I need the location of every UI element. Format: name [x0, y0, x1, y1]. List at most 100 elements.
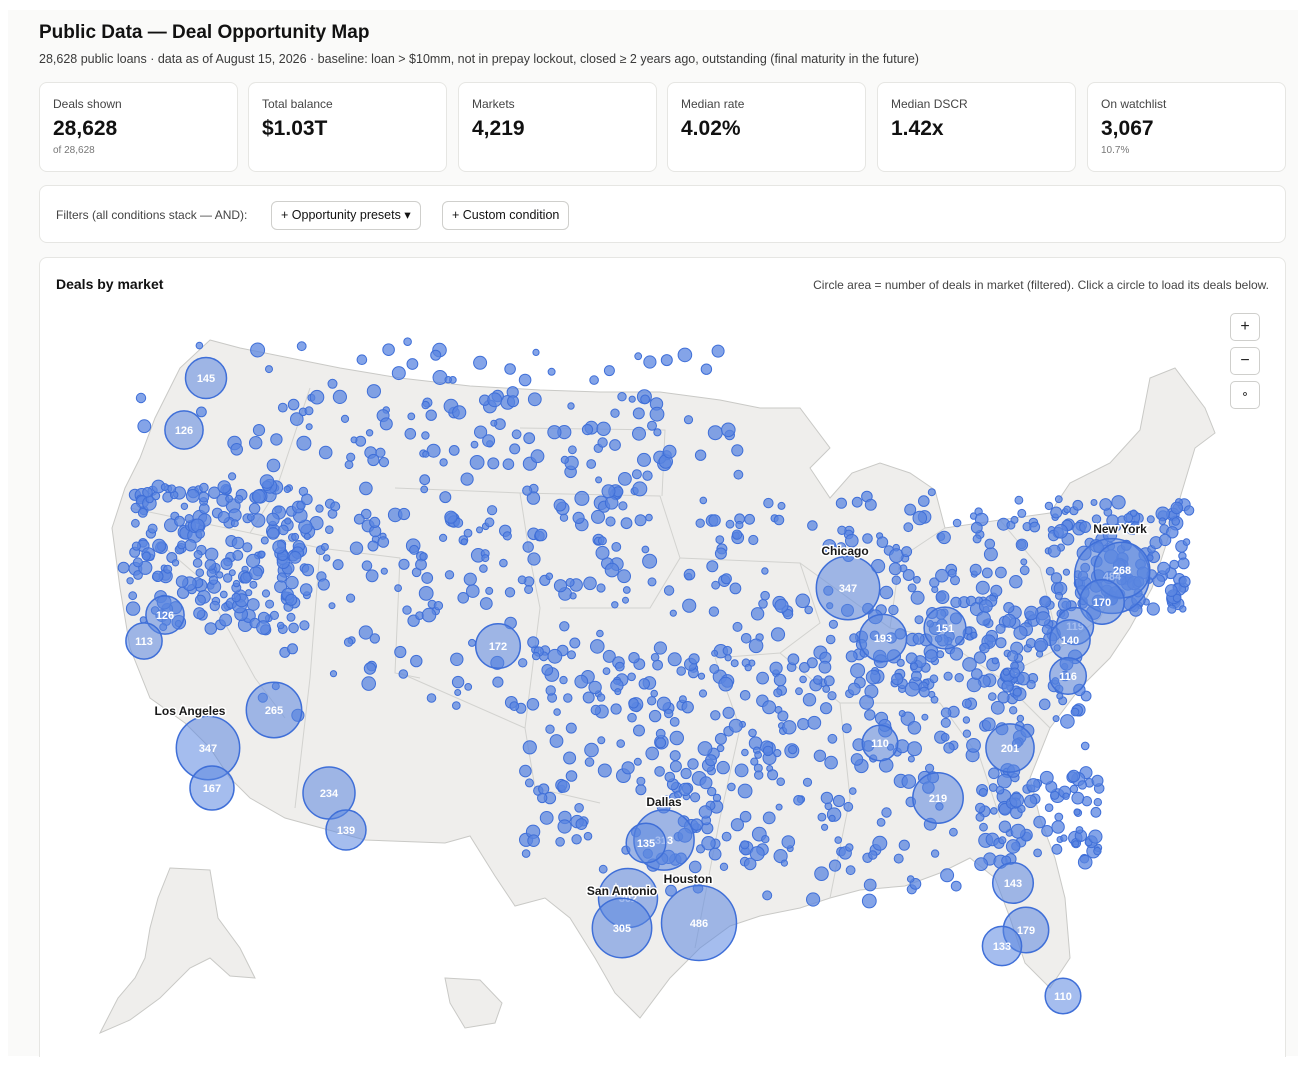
market-dot[interactable] [940, 707, 952, 719]
market-dot[interactable] [1039, 770, 1054, 785]
market-dot[interactable] [761, 567, 769, 575]
market-dot[interactable] [705, 754, 717, 767]
market-dot[interactable] [628, 697, 639, 709]
market-dot[interactable] [205, 547, 219, 561]
market-dot[interactable] [773, 673, 787, 687]
market-dot[interactable] [184, 539, 197, 552]
market-dot[interactable] [356, 354, 368, 365]
market-dot[interactable] [614, 688, 622, 696]
market-bubble[interactable] [923, 606, 967, 650]
market-dot[interactable] [193, 550, 203, 559]
market-dot[interactable] [216, 571, 224, 579]
market-dot[interactable] [1053, 524, 1069, 539]
market-dot[interactable] [929, 577, 940, 588]
market-dot[interactable] [1009, 792, 1024, 808]
market-dot[interactable] [1158, 533, 1172, 547]
market-dot[interactable] [1016, 714, 1025, 723]
market-dot[interactable] [305, 423, 313, 431]
market-dot[interactable] [518, 373, 532, 387]
market-dot[interactable] [760, 590, 770, 601]
market-bubble[interactable] [164, 410, 204, 450]
market-dot[interactable] [527, 834, 540, 848]
market-dot[interactable] [266, 512, 280, 526]
market-dot[interactable] [730, 659, 739, 668]
market-dot[interactable] [807, 715, 822, 730]
market-dot[interactable] [261, 589, 271, 598]
market-dot[interactable] [788, 745, 798, 755]
market-dot[interactable] [589, 375, 599, 385]
market-dot[interactable] [217, 480, 231, 494]
market-dot[interactable] [1099, 498, 1112, 511]
market-dot[interactable] [770, 627, 786, 642]
market-dot[interactable] [325, 525, 334, 535]
market-dot[interactable] [444, 570, 455, 580]
market-dot[interactable] [380, 567, 388, 575]
market-dot[interactable] [1080, 741, 1090, 751]
market-dot[interactable] [863, 878, 877, 892]
market-dot[interactable] [133, 570, 143, 580]
market-dot[interactable] [1050, 572, 1063, 584]
market-bubble[interactable] [474, 622, 522, 670]
market-dot[interactable] [602, 649, 616, 663]
market-dot[interactable] [344, 460, 354, 470]
market-dot[interactable] [1177, 557, 1190, 570]
market-dot[interactable] [797, 718, 810, 731]
market-dot[interactable] [611, 601, 619, 609]
market-dot[interactable] [748, 728, 757, 738]
market-dot[interactable] [774, 598, 789, 613]
market-dot[interactable] [966, 677, 982, 693]
market-dot[interactable] [1100, 523, 1111, 534]
market-bubble[interactable] [591, 897, 653, 959]
market-dot[interactable] [700, 363, 713, 375]
market-dot[interactable] [647, 420, 657, 431]
market-dot[interactable] [527, 636, 540, 649]
market-dot[interactable] [632, 481, 648, 497]
market-dot[interactable] [1010, 515, 1019, 524]
market-dot[interactable] [204, 559, 217, 571]
market-dot[interactable] [137, 508, 148, 518]
market-dot[interactable] [568, 445, 577, 455]
market-dot[interactable] [328, 602, 336, 610]
market-dot[interactable] [1170, 501, 1184, 515]
market-dot[interactable] [688, 653, 700, 665]
market-dot[interactable] [317, 578, 330, 591]
market-dot[interactable] [888, 562, 902, 576]
market-dot[interactable] [277, 402, 288, 413]
market-dot[interactable] [762, 745, 774, 757]
market-dot[interactable] [272, 540, 287, 554]
market-bubble[interactable] [1044, 977, 1082, 1015]
market-dot[interactable] [450, 652, 464, 666]
market-dot[interactable] [962, 716, 971, 724]
market-dot[interactable] [464, 683, 473, 691]
market-dot[interactable] [687, 758, 699, 770]
market-dot[interactable] [782, 720, 797, 735]
market-dot[interactable] [1029, 521, 1041, 533]
market-dot[interactable] [208, 486, 221, 499]
market-dot[interactable] [979, 599, 993, 614]
market-dot[interactable] [662, 444, 677, 459]
market-dot[interactable] [365, 429, 374, 437]
market-dot[interactable] [151, 491, 161, 501]
market-dot[interactable] [1093, 798, 1103, 807]
market-dot[interactable] [850, 753, 864, 766]
market-dot[interactable] [320, 543, 329, 551]
market-dot[interactable] [444, 510, 458, 524]
market-dot[interactable] [534, 528, 548, 542]
market-dot[interactable] [995, 566, 1007, 579]
market-dot[interactable] [251, 489, 266, 504]
market-dot[interactable] [822, 539, 837, 553]
market-dot[interactable] [1158, 517, 1167, 526]
market-dot[interactable] [135, 392, 147, 404]
market-dot[interactable] [821, 823, 829, 831]
market-dot[interactable] [721, 422, 736, 438]
market-dot[interactable] [653, 428, 662, 437]
market-dot[interactable] [195, 568, 205, 578]
market-dot[interactable] [655, 728, 666, 739]
market-dot[interactable] [1146, 602, 1160, 616]
market-dot[interactable] [391, 366, 406, 381]
market-dot[interactable] [682, 598, 697, 613]
market-dot[interactable] [642, 553, 658, 569]
market-dot[interactable] [365, 569, 379, 583]
market-dot[interactable] [439, 458, 448, 467]
market-dot[interactable] [847, 682, 861, 696]
